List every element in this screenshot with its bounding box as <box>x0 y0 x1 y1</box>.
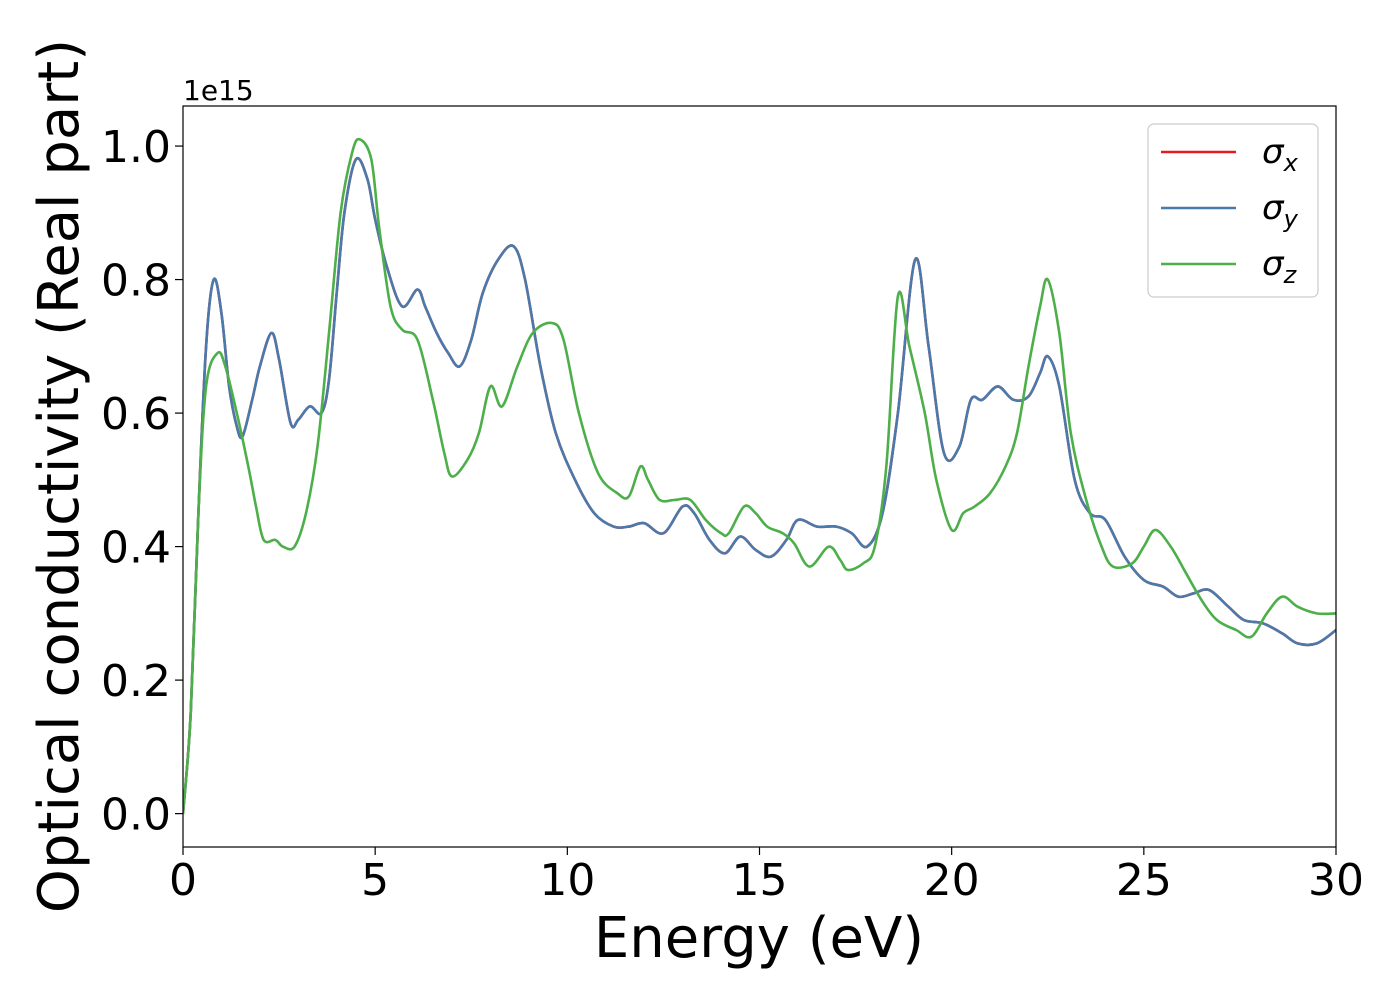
y-axis-label: Optical conductivity (Real part) <box>27 39 92 913</box>
series-line-z <box>183 137 1336 814</box>
x-axis-label: Energy (eV) <box>594 906 924 971</box>
y-tick-label: 1.0 <box>101 122 171 173</box>
legend-label-z: σz <box>1262 244 1298 289</box>
x-tick-label: 15 <box>732 855 788 906</box>
y-tick-label: 0.0 <box>101 790 171 841</box>
x-tick-label: 30 <box>1308 855 1364 906</box>
y-tick-label: 0.2 <box>101 656 171 707</box>
legend: σx σy σz <box>1147 123 1319 298</box>
y-tick-label: 0.4 <box>101 523 171 574</box>
x-tick-label: 10 <box>539 855 595 906</box>
y-axis: 0.0 0.2 0.4 0.6 0.8 1.0 <box>101 122 183 841</box>
y-tick-label: 0.8 <box>101 256 171 307</box>
y-offset-label: 1e15 <box>183 74 254 107</box>
y-tick-label: 0.6 <box>101 389 171 440</box>
x-tick-label: 20 <box>924 855 980 906</box>
x-axis: 0 5 10 15 20 25 30 <box>169 847 1364 906</box>
series-layer <box>183 137 1336 814</box>
legend-label-x: σx <box>1262 132 1299 177</box>
x-tick-label: 0 <box>169 855 197 906</box>
series-line-y <box>183 156 1336 814</box>
legend-label-y: σy <box>1262 188 1299 233</box>
legend-box <box>1147 123 1319 298</box>
x-tick-label: 5 <box>361 855 389 906</box>
x-tick-label: 25 <box>1116 855 1172 906</box>
